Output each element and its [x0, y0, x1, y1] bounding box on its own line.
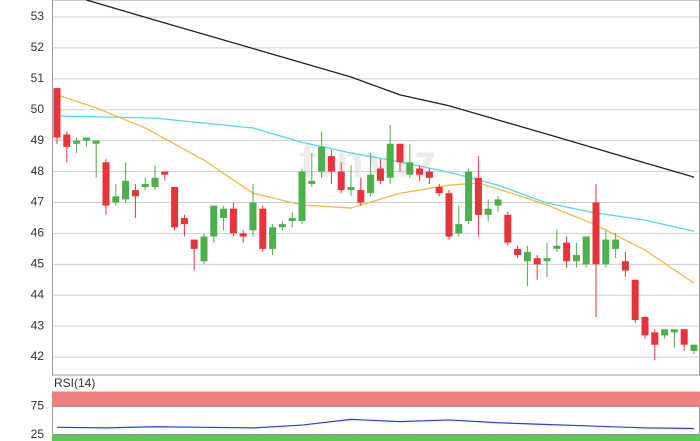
- y-tick-label: 46: [31, 226, 45, 240]
- candle-body: [572, 255, 580, 262]
- moving-average-line: [56, 94, 695, 284]
- candle-body: [318, 146, 326, 172]
- candle-body: [543, 258, 551, 262]
- candle-body: [416, 168, 424, 175]
- candle-body: [190, 239, 198, 249]
- y-tick-label: 52: [31, 40, 45, 54]
- moving-average-line: [56, 115, 695, 232]
- rsi-line: [56, 418, 695, 430]
- candle-body: [621, 261, 629, 271]
- moving-average-line: [86, 0, 695, 178]
- candle-body: [504, 214, 512, 243]
- candle-body: [82, 137, 90, 141]
- candle-body: [259, 208, 267, 249]
- candle-body: [357, 190, 365, 203]
- candle-body: [347, 187, 355, 191]
- y-tick-label: 53: [31, 9, 45, 23]
- y-tick-label: 75: [31, 398, 45, 412]
- candle-body: [582, 236, 590, 265]
- candle-body: [641, 316, 649, 336]
- candle-body: [670, 329, 678, 333]
- candle-body: [112, 196, 120, 203]
- candle-body: [269, 227, 277, 249]
- y-tick-label: 43: [31, 318, 45, 332]
- candle-body: [200, 236, 208, 262]
- candle-body: [210, 205, 218, 237]
- candle-body: [308, 180, 316, 184]
- candle-body: [327, 156, 335, 172]
- candle-body: [455, 224, 463, 234]
- candle-body: [445, 193, 453, 237]
- candle-body: [651, 332, 659, 345]
- candle-body: [92, 140, 100, 144]
- price-panel: [52, 0, 700, 376]
- candle-body: [63, 134, 71, 147]
- y-tick-label: 49: [31, 133, 45, 147]
- y-tick-label: 51: [31, 71, 45, 85]
- candle-body: [690, 344, 698, 351]
- rsi-title: RSI(14): [54, 376, 95, 390]
- candle-body: [249, 202, 257, 231]
- candle-body: [151, 177, 159, 188]
- rsi-band: [52, 391, 700, 407]
- candle-body: [180, 217, 188, 225]
- candle-body: [288, 217, 296, 222]
- y-tick-label: 45: [31, 256, 45, 270]
- y-tick-label: 44: [31, 287, 45, 301]
- candle-body: [376, 168, 384, 181]
- y-tick-label: 48: [31, 164, 45, 178]
- candle-body: [425, 171, 433, 178]
- candle-body: [631, 279, 639, 320]
- candle-body: [612, 239, 620, 249]
- candle-body: [592, 202, 600, 265]
- candle-body: [102, 162, 110, 206]
- candle-body: [386, 143, 394, 178]
- y-tick-label: 42: [31, 349, 45, 363]
- candle-body: [73, 140, 81, 144]
- candle-body: [161, 171, 169, 175]
- candle-body: [229, 208, 237, 234]
- candle-body: [171, 187, 179, 228]
- candle-body: [494, 199, 502, 206]
- candle-body: [533, 258, 541, 265]
- candle-body: [396, 143, 404, 163]
- candle-body: [141, 183, 149, 188]
- candle-body: [53, 88, 61, 138]
- candle-body: [465, 171, 473, 222]
- y-tick-label: 47: [31, 195, 45, 209]
- candle-body: [220, 208, 228, 218]
- y-tick-label: 50: [31, 102, 45, 116]
- candle-body: [680, 329, 688, 345]
- y-tick-label: 25: [31, 427, 45, 441]
- candle-body: [484, 208, 492, 215]
- candle-body: [406, 162, 414, 175]
- candle-body: [278, 224, 286, 228]
- candle-body: [602, 239, 610, 265]
- rsi-band: [52, 434, 700, 441]
- candle-body: [523, 251, 531, 262]
- candle-body: [563, 242, 571, 262]
- candle-body: [661, 329, 669, 336]
- candle-body: [239, 233, 247, 237]
- candle-body: [131, 190, 139, 197]
- candle-body: [435, 187, 443, 194]
- candle-body: [298, 171, 306, 222]
- candle-body: [514, 248, 522, 256]
- candle-body: [367, 174, 375, 194]
- candle-body: [122, 180, 130, 200]
- candle-body: [337, 171, 345, 191]
- candle-body: [553, 245, 561, 249]
- candle-body: [474, 177, 482, 215]
